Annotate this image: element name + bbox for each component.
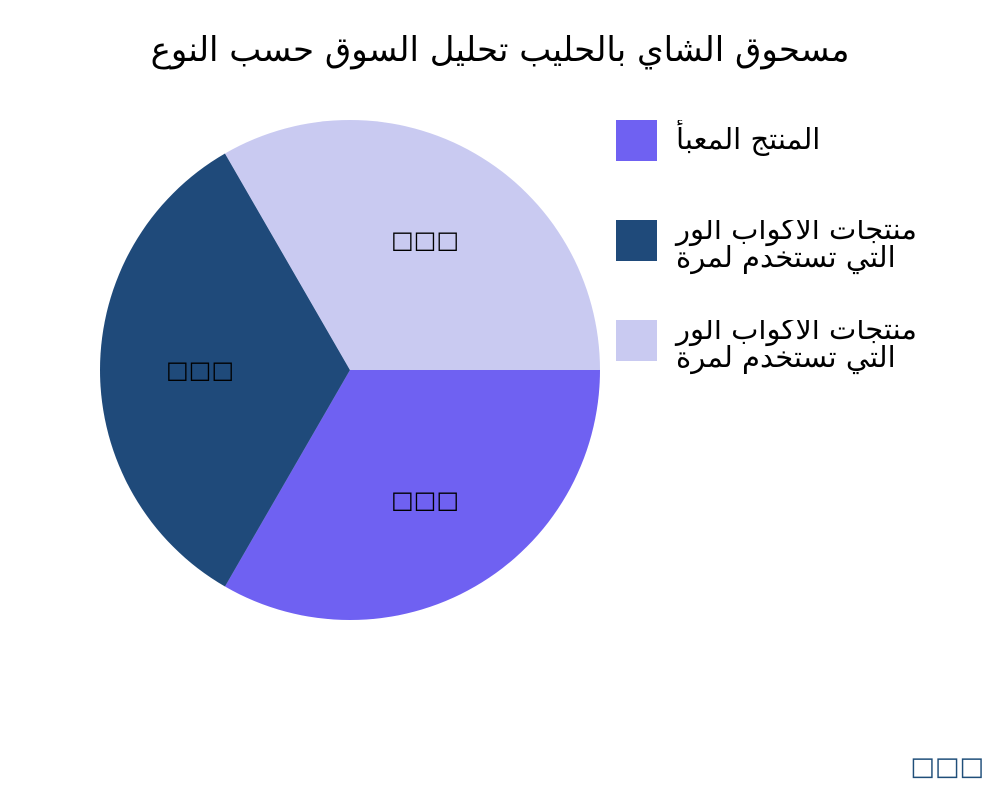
chart-title: مسحوق الشاي بالحليب تحليل السوق حسب النو… bbox=[150, 30, 850, 70]
pie-slice bbox=[225, 119, 600, 370]
legend-label: منتجات الأكواب الور bbox=[676, 220, 917, 246]
legend-label: منتجات الأكواب الور bbox=[676, 320, 917, 346]
legend-label: التي تستخدم لمرة bbox=[676, 240, 896, 274]
slice-data-label: □□□ bbox=[165, 356, 235, 384]
legend-swatch bbox=[616, 120, 657, 161]
footer-watermark: □□□ bbox=[910, 752, 984, 782]
legend-swatch bbox=[616, 320, 657, 361]
legend-label: المنتج المعبأ bbox=[676, 122, 821, 156]
pie-slice bbox=[225, 370, 600, 620]
legend-item: المنتج المعبأ bbox=[616, 120, 1000, 190]
legend-item: منتجات الأكواب الور التي تستخدم لمرة bbox=[616, 220, 1000, 290]
legend-item: منتجات الأكواب الور التي تستخدم لمرة bbox=[616, 320, 1000, 390]
slice-data-label: □□□ bbox=[390, 226, 460, 255]
legend-swatch bbox=[616, 220, 657, 261]
legend-label: التي تستخدم لمرة bbox=[676, 340, 896, 374]
slice-data-label: □□□ bbox=[390, 485, 460, 514]
